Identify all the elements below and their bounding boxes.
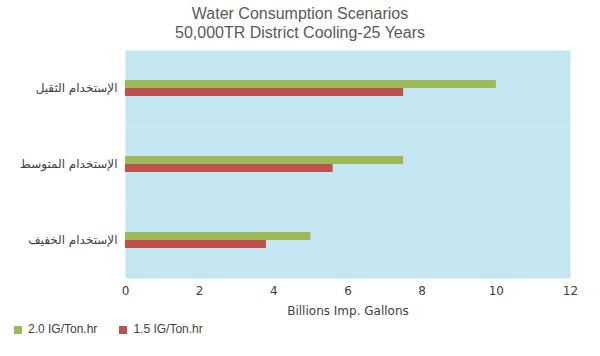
svg-text:10: 10 xyxy=(489,284,504,298)
svg-text:الإستخدام الخفيف: الإستخدام الخفيف xyxy=(28,233,117,247)
svg-text:8: 8 xyxy=(418,284,426,298)
svg-text:الإستخدام المتوسط: الإستخدام المتوسط xyxy=(20,157,118,172)
svg-text:2: 2 xyxy=(196,284,204,298)
html-text:50,000TR District Cooling-25 Y: 50,000TR District Cooling-25 Years xyxy=(175,24,425,41)
svg-text:6: 6 xyxy=(344,284,352,298)
svg-text:12: 12 xyxy=(563,284,578,298)
html-text:Water Consumption Scenarios: Water Consumption Scenarios xyxy=(191,5,409,22)
html-text:1.5 IG/Ton.hr: 1.5 IG/Ton.hr xyxy=(133,322,203,336)
svg-text:4: 4 xyxy=(270,284,278,298)
svg-text:الإستخدام الثقيل: الإستخدام الثقيل xyxy=(36,81,118,95)
svg-text:0: 0 xyxy=(122,284,130,298)
html-text:2.0 IG/Ton.hr: 2.0 IG/Ton.hr xyxy=(28,322,98,336)
svg-text:Billions Imp. Gallons: Billions Imp. Gallons xyxy=(287,304,409,318)
